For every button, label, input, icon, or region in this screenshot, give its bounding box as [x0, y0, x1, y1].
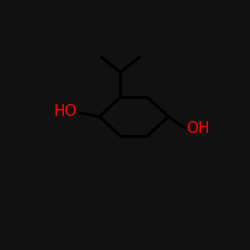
Text: OH: OH [186, 121, 209, 136]
Text: HO: HO [54, 104, 77, 119]
